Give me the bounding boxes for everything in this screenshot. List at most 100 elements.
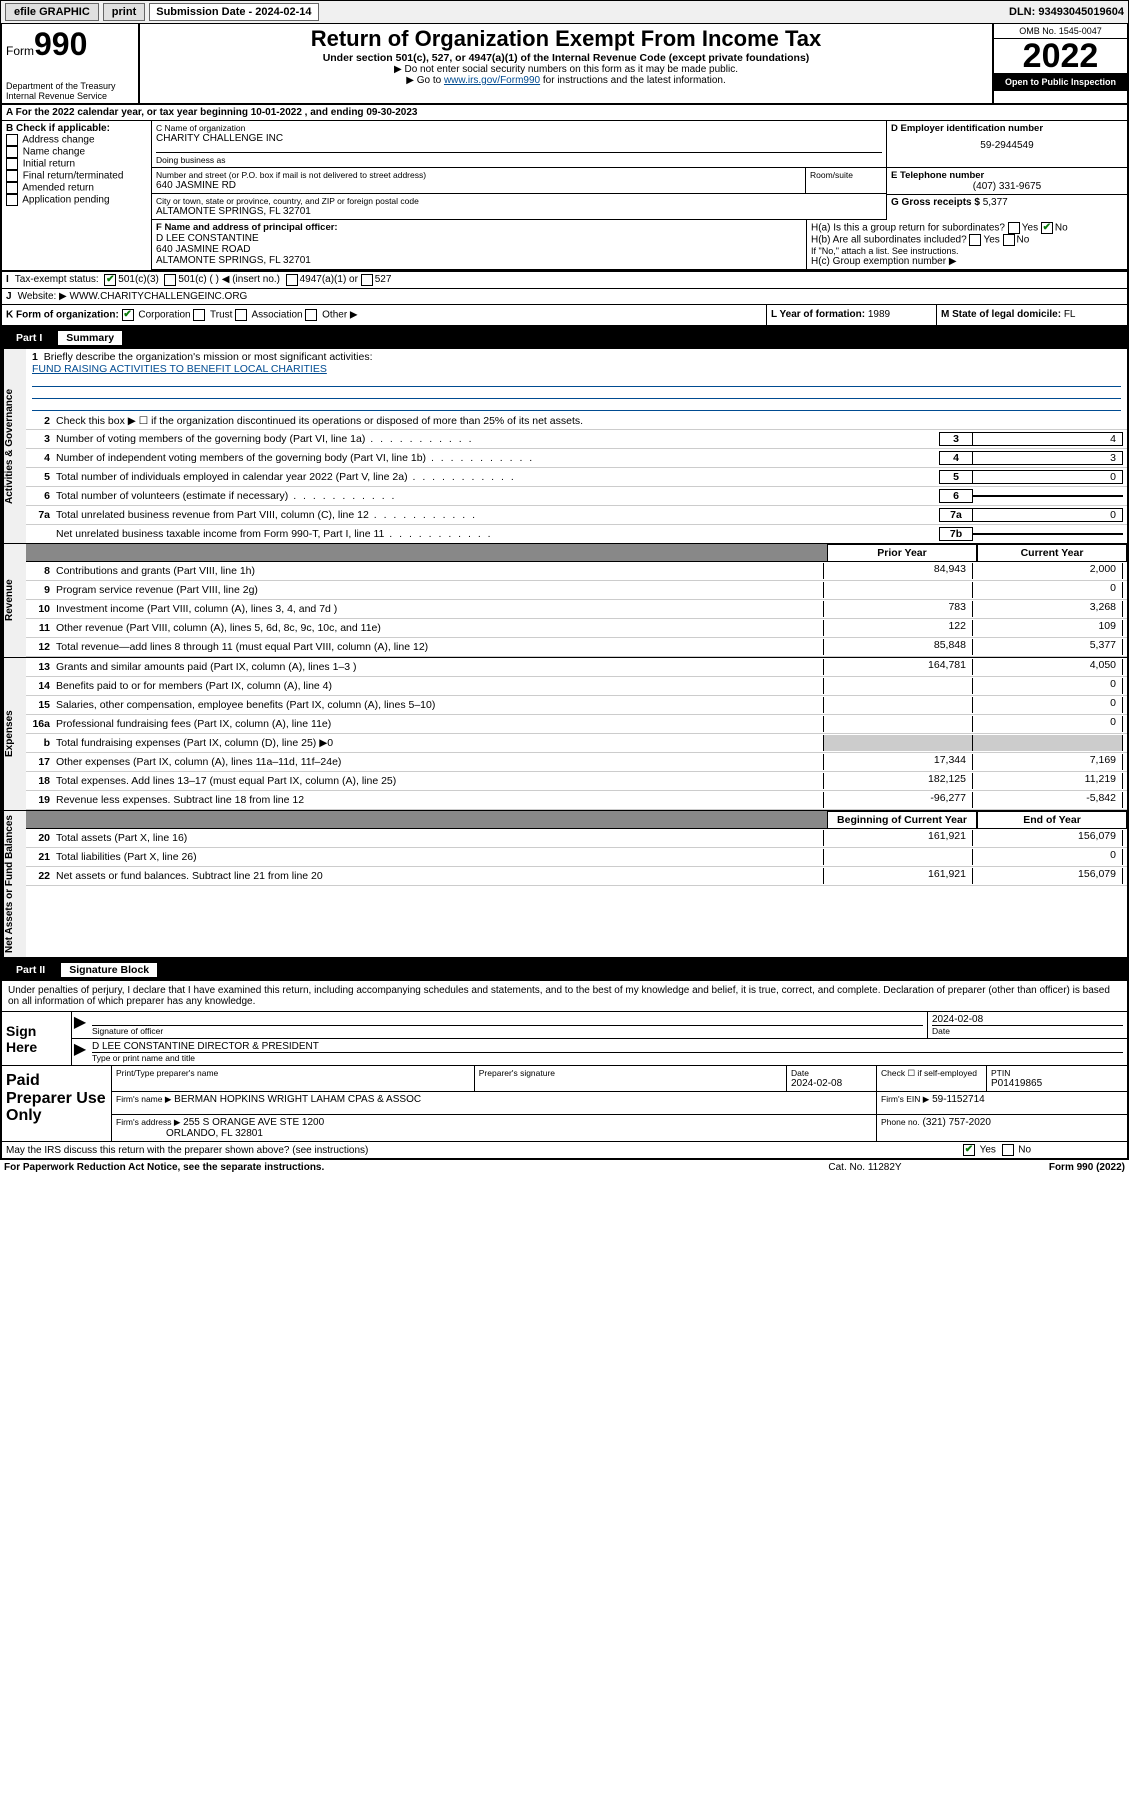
chk-corp[interactable] xyxy=(122,309,134,321)
chk-trust[interactable] xyxy=(193,309,205,321)
part2-title: Signature Block xyxy=(61,963,157,977)
subtitle-3: ▶ Go to www.irs.gov/Form990 for instruct… xyxy=(146,75,986,86)
summary-line: bTotal fundraising expenses (Part IX, co… xyxy=(26,734,1127,753)
gross-receipts-label: G Gross receipts $ xyxy=(891,197,980,208)
tax-year: 2022 xyxy=(994,39,1127,73)
website-value: WWW.CHARITYCHALLENGEINC.ORG xyxy=(70,291,248,302)
chk-final-return[interactable]: Final return/terminated xyxy=(6,170,147,182)
part2-header: Part II Signature Block xyxy=(0,959,1129,981)
state-domicile: M State of legal domicile: FL xyxy=(937,305,1127,325)
paid-preparer-label: Paid Preparer Use Only xyxy=(2,1066,112,1141)
row-a-taxyear: A For the 2022 calendar year, or tax yea… xyxy=(0,105,1129,121)
prep-date: 2024-02-08 xyxy=(791,1078,872,1089)
chk-amended[interactable]: Amended return xyxy=(6,182,147,194)
part1-number: Part I xyxy=(8,332,50,344)
ptin-label: PTIN xyxy=(991,1068,1123,1078)
summary-line: 8Contributions and grants (Part VIII, li… xyxy=(26,562,1127,581)
firm-ein-label: Firm's EIN ▶ xyxy=(881,1094,929,1104)
netassets-header: Beginning of Current Year End of Year xyxy=(26,811,1127,829)
chk-initial-return[interactable]: Initial return xyxy=(6,158,147,170)
subtitle-2: ▶ Do not enter social security numbers o… xyxy=(146,64,986,75)
mission-text[interactable]: FUND RAISING ACTIVITIES TO BENEFIT LOCAL… xyxy=(32,363,327,375)
ptin-value: P01419865 xyxy=(991,1078,1123,1089)
summary-line: 22Net assets or fund balances. Subtract … xyxy=(26,867,1127,886)
chk-501c3[interactable] xyxy=(104,274,116,286)
telephone-label: E Telephone number xyxy=(891,170,1123,181)
year-formation: L Year of formation: 1989 xyxy=(767,305,937,325)
chk-app-pending[interactable]: Application pending xyxy=(6,194,147,206)
summary-line: 13Grants and similar amounts paid (Part … xyxy=(26,658,1127,677)
paperwork-notice: For Paperwork Reduction Act Notice, see … xyxy=(4,1162,765,1173)
page-footer: For Paperwork Reduction Act Notice, see … xyxy=(0,1160,1129,1175)
firm-addr1: 255 S ORANGE AVE STE 1200 xyxy=(183,1117,324,1128)
chk-501c[interactable] xyxy=(164,274,176,286)
officer-addr2: ALTAMONTE SPRINGS, FL 32701 xyxy=(156,255,802,266)
open-to-public: Open to Public Inspection xyxy=(994,73,1127,91)
ha-no[interactable] xyxy=(1041,222,1053,234)
officer-label: F Name and address of principal officer: xyxy=(156,222,802,233)
summary-line: 15Salaries, other compensation, employee… xyxy=(26,696,1127,715)
line-2: 2Check this box ▶ ☐ if the organization … xyxy=(26,413,1127,430)
hb-yes[interactable] xyxy=(969,234,981,246)
col-beginning: Beginning of Current Year xyxy=(827,811,977,829)
arrow-icon: ▶ xyxy=(72,1012,88,1038)
irs: Internal Revenue Service xyxy=(6,91,134,101)
discuss-no[interactable] xyxy=(1002,1144,1014,1156)
org-name-block: C Name of organization CHARITY CHALLENGE… xyxy=(152,121,887,168)
phone-value: (321) 757-2020 xyxy=(923,1117,991,1128)
hb-no[interactable] xyxy=(1003,234,1015,246)
chk-other[interactable] xyxy=(305,309,317,321)
side-revenue: Revenue xyxy=(2,544,26,657)
contact-block: E Telephone number (407) 331-9675 G Gros… xyxy=(887,168,1127,220)
chk-527[interactable] xyxy=(361,274,373,286)
chk-address-change[interactable]: Address change xyxy=(6,134,147,146)
summary-line: 20Total assets (Part X, line 16)161,9211… xyxy=(26,829,1127,848)
officer-signature-field[interactable]: Signature of officer xyxy=(88,1012,927,1038)
officer-name: D LEE CONSTANTINE xyxy=(156,233,802,244)
discuss-yes[interactable] xyxy=(963,1144,975,1156)
summary-line: 6Total number of volunteers (estimate if… xyxy=(26,487,1127,506)
part1-header: Part I Summary xyxy=(0,327,1129,349)
firm-addr-label: Firm's address ▶ xyxy=(116,1117,180,1127)
row-klm: K Form of organization: Corporation Trus… xyxy=(0,305,1129,327)
col-b-checkboxes: B Check if applicable: Address change Na… xyxy=(2,121,152,270)
self-employed-check[interactable]: Check ☐ if self-employed xyxy=(881,1068,982,1079)
dept-treasury: Department of the Treasury xyxy=(6,81,134,91)
group-return-block: H(a) Is this a group return for subordin… xyxy=(807,220,1127,269)
officer-name-field: D LEE CONSTANTINE DIRECTOR & PRESIDENT T… xyxy=(88,1039,1127,1065)
part1-title: Summary xyxy=(58,331,122,345)
dba-label: Doing business as xyxy=(156,152,882,165)
form-header: Form990 Department of the Treasury Inter… xyxy=(0,24,1129,105)
side-activities-governance: Activities & Governance xyxy=(2,349,26,543)
topbar: efile GRAPHIC print Submission Date - 20… xyxy=(0,0,1129,24)
form-title-block: Return of Organization Exempt From Incom… xyxy=(140,24,992,103)
cat-number: Cat. No. 11282Y xyxy=(765,1162,965,1173)
ha-yes[interactable] xyxy=(1008,222,1020,234)
org-name: CHARITY CHALLENGE INC xyxy=(156,133,882,144)
part2-number: Part II xyxy=(8,964,53,976)
row-i-exempt-status: I Tax-exempt status: 501(c)(3) 501(c) ( … xyxy=(0,272,1129,289)
print-button[interactable]: print xyxy=(103,3,145,21)
revenue-header: Prior Year Current Year xyxy=(26,544,1127,562)
city-label: City or town, state or province, country… xyxy=(156,196,882,206)
summary-line: 5Total number of individuals employed in… xyxy=(26,468,1127,487)
summary-line: 14Benefits paid to or for members (Part … xyxy=(26,677,1127,696)
perjury-declaration: Under penalties of perjury, I declare th… xyxy=(2,981,1127,1012)
firm-name-label: Firm's name ▶ xyxy=(116,1094,171,1104)
efile-button[interactable]: efile GRAPHIC xyxy=(5,3,99,21)
prep-name-label: Print/Type preparer's name xyxy=(116,1068,470,1078)
prep-sig-label: Preparer's signature xyxy=(479,1068,782,1078)
signature-date: 2024-02-08 Date xyxy=(927,1012,1127,1038)
chk-name-change[interactable]: Name change xyxy=(6,146,147,158)
summary-line: 18Total expenses. Add lines 13–17 (must … xyxy=(26,772,1127,791)
col-b-header: B Check if applicable: xyxy=(6,123,147,134)
hb-note: If "No," attach a list. See instructions… xyxy=(811,246,1123,256)
street-value: 640 JASMINE RD xyxy=(156,180,801,191)
exempt-label: Tax-exempt status: xyxy=(15,274,99,286)
form-version: Form 990 (2022) xyxy=(965,1162,1125,1173)
chk-4947[interactable] xyxy=(286,274,298,286)
chk-assoc[interactable] xyxy=(235,309,247,321)
gross-receipts-value: 5,377 xyxy=(983,197,1008,208)
summary-line: 19Revenue less expenses. Subtract line 1… xyxy=(26,791,1127,810)
form990-link[interactable]: www.irs.gov/Form990 xyxy=(444,75,540,86)
